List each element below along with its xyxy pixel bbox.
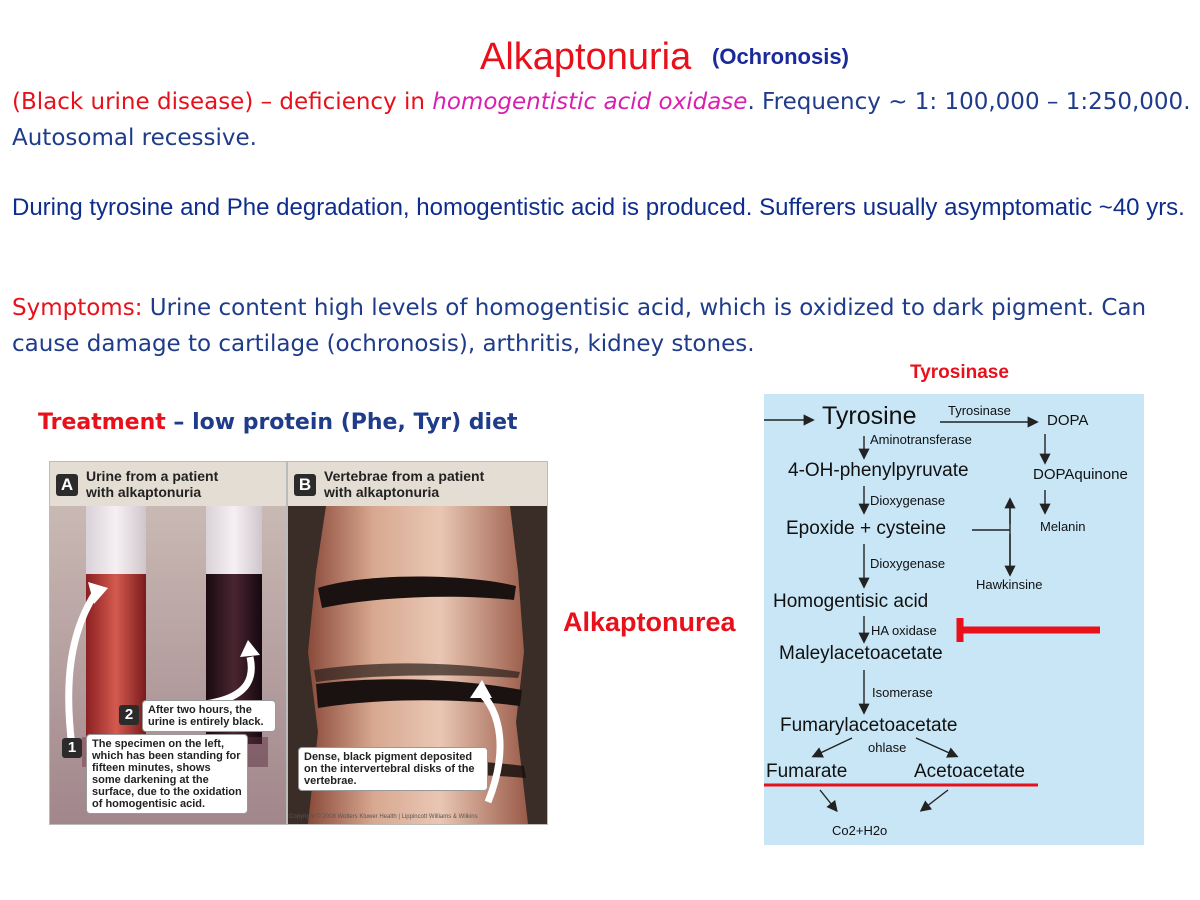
step1-caption: The specimen on the left, which has been… xyxy=(86,734,248,814)
node-oh-phenylpyruvate: 4-OH-phenylpyruvate xyxy=(788,460,969,481)
treatment-label: Treatment xyxy=(38,410,166,435)
panel-a-title-line2: with alkaptonuria xyxy=(86,484,202,500)
node-dopa: DOPA xyxy=(1047,412,1089,429)
intro-part1: (Black urine disease) – deficiency in xyxy=(12,89,433,115)
node-epoxide-cysteine: Epoxide + cysteine xyxy=(786,518,947,539)
degradation-paragraph: During tyrosine and Phe degradation, hom… xyxy=(12,194,1185,221)
enzyme-ha-oxidase: HA oxidase xyxy=(871,623,937,638)
enzyme-name: homogentistic acid oxidase xyxy=(432,89,748,115)
enzyme-tyrosinase: Tyrosinase xyxy=(948,403,1011,418)
treatment-line: Treatment – low protein (Phe, Tyr) diet xyxy=(38,410,518,435)
intro-paragraph: (Black urine disease) – deficiency in ho… xyxy=(12,84,1192,156)
treatment-text: – low protein (Phe, Tyr) diet xyxy=(165,410,518,435)
node-maleylacetoacetate: Maleylacetoacetate xyxy=(779,643,943,664)
panel-b-title-line1: Vertebrae from a patient xyxy=(324,468,485,484)
enzyme-aminotransferase: Aminotransferase xyxy=(870,432,972,447)
enzyme-ohlase: ohlase xyxy=(868,740,907,755)
enzyme-isomerase: Isomerase xyxy=(872,685,933,700)
node-homogentisic-acid: Homogentisic acid xyxy=(773,591,929,612)
panel-b-title-line2: with alkaptonuria xyxy=(324,484,440,500)
step2-badge: 2 xyxy=(119,705,139,725)
vertebrae-photo-panel: B Vertebrae from a patient with alkapton… xyxy=(287,461,548,825)
panel-a-title: Urine from a patient with alkaptonuria xyxy=(86,468,218,500)
step1-badge: 1 xyxy=(62,738,82,758)
node-acetoacetate: Acetoacetate xyxy=(914,761,1025,782)
node-hawkinsine: Hawkinsine xyxy=(976,577,1043,592)
enzyme-dioxygenase-2: Dioxygenase xyxy=(870,556,946,571)
node-dopaquinone: DOPAquinone xyxy=(1033,466,1128,483)
slide-title: Alkaptonuria xyxy=(480,36,692,78)
pathway-arrows xyxy=(811,416,1051,813)
urine-photo-panel: A Urine from a patient with alkaptonuria… xyxy=(49,461,287,825)
node-melanin: Melanin xyxy=(1040,519,1086,534)
step2-caption: After two hours, the urine is entirely b… xyxy=(142,700,276,732)
panel-a-letter: A xyxy=(56,474,78,496)
panel-a-title-line1: Urine from a patient xyxy=(86,468,219,484)
node-co2-h2o: Co2+H2o xyxy=(832,823,888,838)
alkaptonurea-label: Alkaptonurea xyxy=(563,607,736,637)
panel-a-header: A Urine from a patient with alkaptonuria xyxy=(50,462,286,506)
symptoms-paragraph: Symptoms: Urine content high levels of h… xyxy=(12,290,1192,362)
node-fumarylacetoacetate: Fumarylacetoacetate xyxy=(780,715,958,736)
node-fumarate: Fumarate xyxy=(766,761,848,782)
panel-b-letter: B xyxy=(294,474,316,496)
node-tyrosine: Tyrosine xyxy=(822,402,917,430)
tyrosine-pathway-diagram: Tyrosine Tyrosinase DOPA Aminotransferas… xyxy=(764,394,1144,845)
copyright-notice: Copyright © 2008 Wolters Kluwer Health |… xyxy=(289,814,478,820)
vertebrae-caption: Dense, black pigment deposited on the in… xyxy=(298,747,488,791)
panel-b-title: Vertebrae from a patient with alkaptonur… xyxy=(324,468,484,500)
intro-part2: . Frequency ~ 1: 100,000 – 1:250,000. Au… xyxy=(12,89,1191,151)
panel-b-header: B Vertebrae from a patient with alkapton… xyxy=(288,462,547,506)
symptoms-label: Symptoms: xyxy=(12,295,143,321)
enzyme-dioxygenase-1: Dioxygenase xyxy=(870,493,946,508)
tyrosinase-label: Tyrosinase xyxy=(910,362,1009,383)
slide-subtitle: (Ochronosis) xyxy=(712,44,849,69)
symptoms-text: Urine content high levels of homogentisi… xyxy=(12,295,1147,357)
